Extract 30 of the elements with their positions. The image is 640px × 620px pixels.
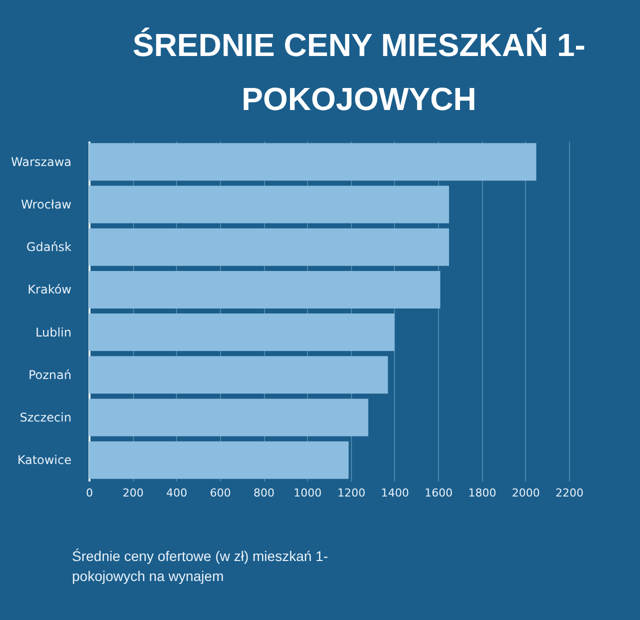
y-tick-label: Warszawa — [11, 154, 72, 169]
bar — [89, 186, 449, 224]
x-tick-label: 2000 — [512, 486, 540, 500]
bar — [89, 356, 388, 394]
x-tick-label: 1400 — [380, 486, 409, 500]
y-tick-label: Poznań — [28, 368, 72, 382]
y-tick-label: Kraków — [28, 282, 72, 297]
x-tick-label: 400 — [166, 486, 188, 500]
bar — [89, 314, 394, 352]
chart-title: ŚREDNIE CENY MIESZKAŃ 1-POKOJOWYCH — [132, 27, 586, 117]
y-tick-label: Wrocław — [20, 197, 72, 212]
y-tick-label: Katowice — [17, 453, 72, 468]
y-tick-label: Lublin — [36, 325, 72, 340]
x-tick-label: 1800 — [468, 486, 496, 500]
bar — [89, 441, 349, 479]
x-tick-label: 200 — [122, 486, 144, 500]
bar — [89, 270, 440, 308]
bar — [89, 228, 449, 266]
x-tick-label: 1200 — [337, 486, 366, 500]
x-tick-label: 1600 — [424, 486, 453, 500]
y-tick-label: Gdańsk — [26, 240, 72, 254]
x-tick-label: 1000 — [294, 486, 322, 500]
x-tick-label: 800 — [254, 486, 275, 500]
bar — [89, 143, 536, 181]
bar — [89, 398, 368, 436]
x-tick-label: 2200 — [556, 486, 584, 500]
text: Średnie ceny ofertowe (w zł) mieszkań 1-pokojowych na wynajem — [72, 547, 329, 586]
x-tick-label: 600 — [210, 486, 231, 500]
x-tick-label: 0 — [86, 486, 93, 500]
y-tick-label: Szczecin — [20, 410, 72, 425]
